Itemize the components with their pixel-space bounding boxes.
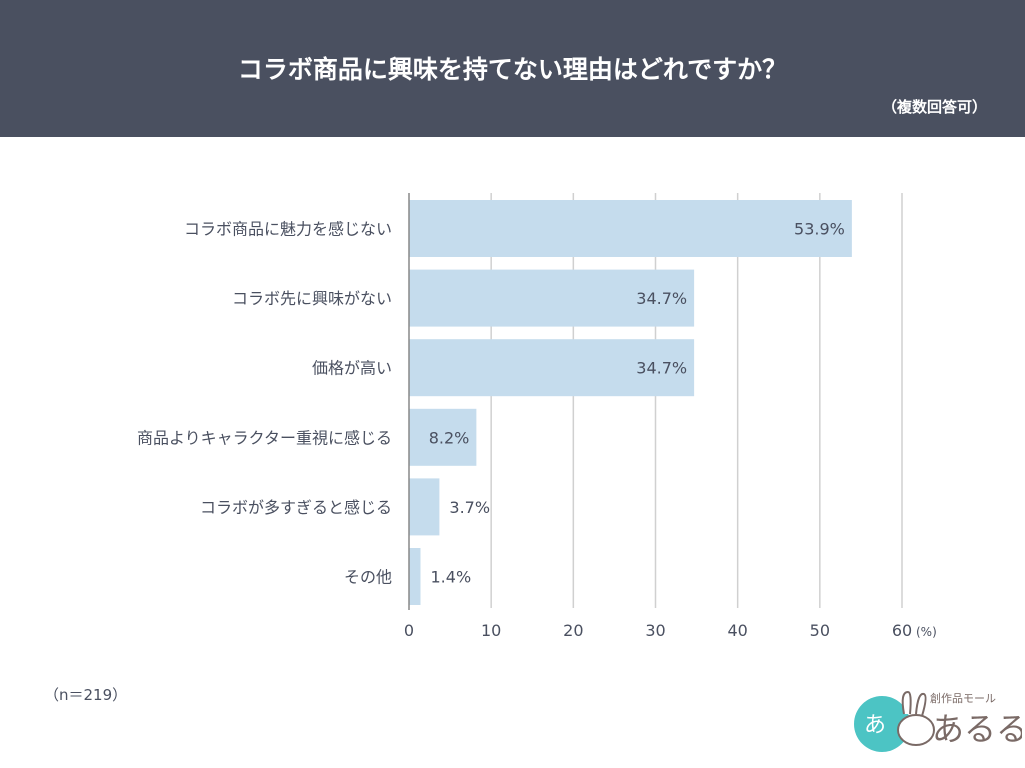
value-label: 3.7% bbox=[449, 498, 490, 517]
x-tick-label: 10 bbox=[481, 621, 501, 640]
x-tick-label: 0 bbox=[404, 621, 414, 640]
header-banner: コラボ商品に興味を持てない理由はどれですか？ （複数回答可） bbox=[0, 0, 1025, 137]
bar bbox=[409, 200, 852, 257]
bar bbox=[409, 339, 695, 397]
value-label: 8.2% bbox=[429, 428, 470, 447]
aruru-logo: あ 創作品モール あるる bbox=[852, 684, 1022, 764]
bar bbox=[409, 269, 695, 327]
x-tick-label: 50 bbox=[810, 621, 830, 640]
bar bbox=[409, 408, 477, 466]
value-label: 53.9% bbox=[794, 220, 845, 239]
svg-text:創作品モール: 創作品モール bbox=[930, 691, 996, 705]
chart-title: コラボ商品に興味を持てない理由はどれですか？ bbox=[237, 55, 788, 84]
x-tick-label: 30 bbox=[645, 621, 665, 640]
bar bbox=[409, 548, 421, 605]
svg-text:あ: あ bbox=[864, 713, 886, 738]
category-label: コラボ商品に魅力を感じない bbox=[184, 220, 392, 239]
category-label: コラボ先に興味がない bbox=[232, 289, 392, 308]
category-label: その他 bbox=[344, 568, 392, 587]
value-label: 34.7% bbox=[636, 359, 687, 378]
x-tick-label: 60 bbox=[892, 621, 912, 640]
category-label: 商品よりキャラクター重視に感じる bbox=[137, 428, 392, 447]
category-label: 価格が高い bbox=[312, 359, 392, 378]
bar bbox=[409, 478, 440, 536]
logo-image: あ 創作品モール あるる bbox=[854, 690, 1022, 752]
chart-subtitle: （複数回答可） bbox=[881, 98, 987, 116]
x-unit-label: (%) bbox=[916, 625, 937, 639]
value-label: 1.4% bbox=[431, 568, 472, 587]
svg-text:あるる: あるる bbox=[932, 710, 1022, 748]
x-tick-label: 40 bbox=[727, 621, 747, 640]
category-label: コラボが多すぎると感じる bbox=[200, 498, 392, 517]
sample-size-note: （n＝219） bbox=[44, 686, 128, 704]
value-label: 34.7% bbox=[636, 289, 687, 308]
x-tick-label: 20 bbox=[563, 621, 583, 640]
